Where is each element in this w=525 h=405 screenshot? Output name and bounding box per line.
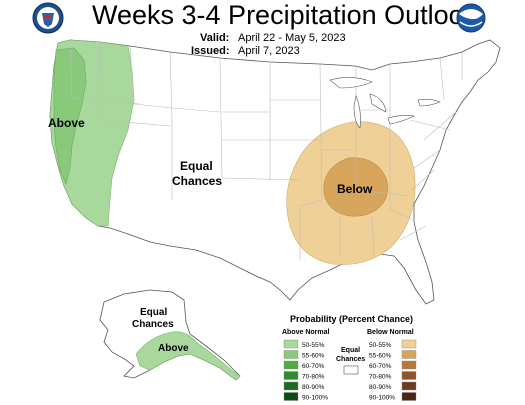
legend-below-bin-swatch (401, 360, 417, 370)
label-alaska-equal-1: Equal (140, 307, 167, 318)
legend-above-bin-label: 80-90% (302, 384, 325, 391)
legend-below-bin-label: 60-70% (369, 363, 392, 370)
legend-above-bin-swatch (283, 392, 299, 401)
legend-above-bin-label: 55-60% (302, 353, 325, 360)
legend-above-bin-label: 60-70% (302, 363, 325, 370)
legend-below-bin-swatch (401, 350, 417, 359)
legend-below-bin-swatch (401, 371, 417, 380)
legend-below-bin-swatch (401, 381, 417, 391)
legend-above-bin-label: 50-55% (302, 342, 325, 349)
issued-date: April 7, 2023 (238, 45, 300, 57)
legend-below-bin-label: 70-80% (369, 374, 392, 381)
legend-below-bin-swatch (401, 339, 417, 349)
legend-title: Probability (Percent Chance) (290, 314, 413, 324)
state-boundaries (69, 39, 463, 260)
legend-below-bin-label: 50-55% (369, 342, 392, 349)
legend-below-heading: Below Normal (367, 329, 414, 336)
legend-above-bin-swatch (283, 381, 299, 391)
commerce-seal-icon (32, 2, 64, 34)
legend-above-bin-swatch (283, 360, 299, 370)
legend-equal-chances-2: Chances (336, 356, 365, 363)
label-equal-chances-1: Equal (180, 159, 213, 173)
noaa-logo-icon (456, 3, 486, 33)
legend-above-bin-label: 70-80% (302, 374, 325, 381)
legend-below-swatches: 50-55% 55-60% 60-70% 70-80% 80-90% 90-100% (369, 339, 417, 402)
legend-above-bin-swatch (283, 371, 299, 380)
legend-below-bin-label: 55-60% (369, 353, 392, 360)
label-below: Below (337, 182, 373, 196)
legend-above-heading: Above Normal (282, 329, 330, 336)
alaska-above-normal (135, 331, 241, 381)
legend-below-bin-label: 90-100% (369, 395, 395, 402)
great-lakes (329, 77, 441, 129)
legend-below-bin-label: 80-90% (369, 384, 392, 391)
label-above-west: Above (48, 116, 85, 130)
label-equal-chances-2: Chances (172, 174, 222, 188)
above-normal-west-mid (53, 47, 87, 185)
legend-above-bin-swatch (283, 350, 299, 359)
valid-label: Valid: (200, 32, 229, 44)
valid-dates: April 22 - May 5, 2023 (238, 32, 346, 44)
legend-equal-chances-swatch (343, 365, 359, 375)
legend-above-bin-swatch (283, 339, 299, 349)
page-title: Weeks 3-4 Precipitation Outlook (92, 0, 478, 30)
label-alaska-equal-2: Chances (132, 319, 174, 330)
issued-label: Issued: (191, 45, 230, 57)
legend-below-bin-swatch (401, 392, 417, 401)
legend-above-bin-label: 90-100% (302, 395, 328, 402)
legend: Probability (Percent Chance) Above Norma… (282, 314, 417, 402)
legend-equal-chances-1: Equal (341, 347, 360, 354)
legend-above-swatches: 50-55% 55-60% 60-70% 70-80% 80-90% 90-100% (283, 339, 328, 402)
label-alaska-above: Above (158, 343, 189, 354)
